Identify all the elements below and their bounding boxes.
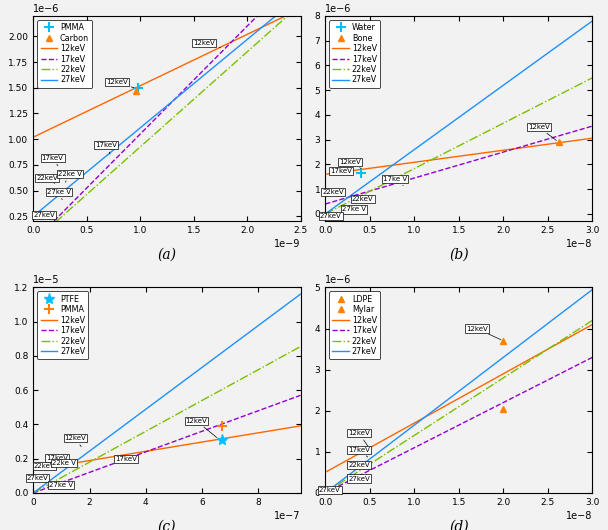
Text: 27ke V: 27ke V — [342, 207, 366, 213]
Text: 17ke V: 17ke V — [382, 176, 407, 186]
Legend: PTFE, PMMA, 12keV, 17keV, 22keV, 27keV: PTFE, PMMA, 12keV, 17keV, 22keV, 27keV — [37, 292, 88, 359]
Text: 22keV: 22keV — [352, 196, 373, 201]
Text: 22keV: 22keV — [322, 189, 344, 196]
Text: 17keV: 17keV — [115, 456, 137, 462]
Text: (c): (c) — [157, 519, 176, 530]
Text: 12keV: 12keV — [106, 78, 134, 88]
Text: 22keV: 22keV — [348, 462, 370, 470]
Legend: LDPE, Mylar, 12keV, 17keV, 22keV, 27keV: LDPE, Mylar, 12keV, 17keV, 22keV, 27keV — [330, 292, 380, 359]
Text: (b): (b) — [449, 248, 469, 262]
Text: 17keV: 17keV — [41, 155, 63, 166]
Text: 22ke V: 22ke V — [58, 171, 81, 182]
Text: 27keV: 27keV — [320, 213, 342, 219]
Text: 12keV: 12keV — [185, 418, 217, 438]
Text: 22ke V: 22ke V — [52, 460, 76, 467]
Text: 12keV: 12keV — [348, 430, 370, 447]
Text: 27keV: 27keV — [27, 475, 49, 482]
Text: 22keV: 22keV — [36, 175, 58, 183]
Legend: Water, Bone, 12keV, 17keV, 22keV, 27keV: Water, Bone, 12keV, 17keV, 22keV, 27keV — [330, 20, 380, 87]
Text: 27keV: 27keV — [348, 475, 370, 482]
Text: 27keV: 27keV — [319, 487, 340, 492]
Text: 17keV: 17keV — [330, 169, 352, 174]
Text: 17keV: 17keV — [46, 455, 68, 464]
Text: 12keV: 12keV — [339, 159, 361, 169]
Text: 27ke V: 27ke V — [49, 482, 74, 488]
Text: (d): (d) — [449, 519, 469, 530]
Text: 12keV: 12keV — [528, 125, 556, 140]
Legend: PMMA, Carbon, 12keV, 17keV, 22keV, 27keV: PMMA, Carbon, 12keV, 17keV, 22keV, 27keV — [37, 20, 92, 87]
Text: 12keV: 12keV — [64, 435, 86, 447]
Text: 22keV: 22keV — [34, 463, 55, 471]
Text: 27ke V: 27ke V — [47, 189, 71, 200]
Text: 17keV: 17keV — [348, 447, 370, 457]
Text: 17keV: 17keV — [95, 143, 117, 154]
Text: 12keV: 12keV — [193, 40, 220, 48]
Text: 12keV: 12keV — [466, 325, 501, 340]
Text: 27keV: 27keV — [33, 211, 55, 218]
Text: (a): (a) — [157, 248, 176, 262]
